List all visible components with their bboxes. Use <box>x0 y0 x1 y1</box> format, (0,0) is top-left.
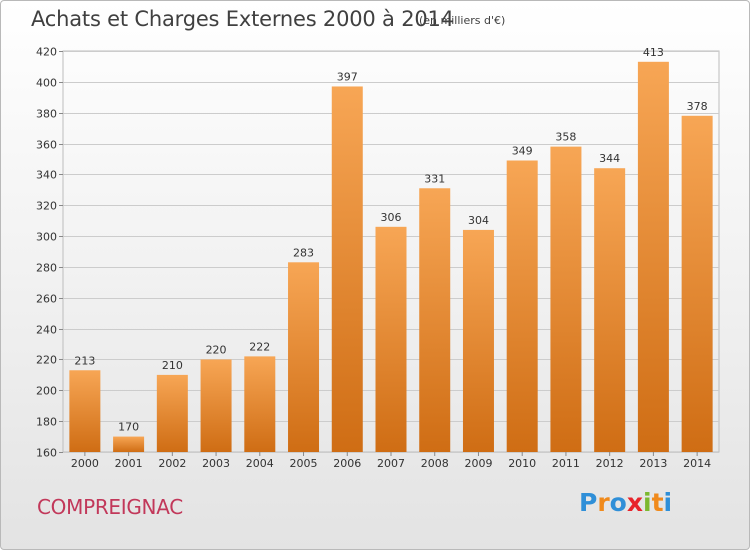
logo-letter: x <box>626 488 643 517</box>
data-label: 222 <box>249 340 270 353</box>
x-tick-label: 2002 <box>158 457 186 470</box>
y-tick-label: 400 <box>36 77 57 90</box>
bar <box>506 160 538 452</box>
bar <box>244 356 276 452</box>
x-tick-label: 2014 <box>683 457 711 470</box>
y-tick-label: 360 <box>36 139 57 152</box>
data-label: 378 <box>687 100 708 113</box>
data-label: 306 <box>381 211 402 224</box>
logo-letter: o <box>609 488 627 517</box>
bar <box>637 61 669 453</box>
logo-letter: i <box>643 488 652 517</box>
logo-letter: P <box>579 488 598 517</box>
x-tick-label: 2006 <box>333 457 361 470</box>
logo-letter: r <box>597 488 610 517</box>
data-label: 210 <box>162 359 183 372</box>
data-label: 283 <box>293 246 314 259</box>
bar <box>419 188 451 452</box>
y-tick-label: 160 <box>36 447 57 460</box>
chart-unit: (en milliers d'€) <box>419 14 506 27</box>
x-tick-label: 2011 <box>552 457 580 470</box>
bar <box>200 359 232 452</box>
bar <box>331 86 363 452</box>
proxiti-logo: Proxiti <box>579 488 672 517</box>
y-tick-label: 320 <box>36 200 57 213</box>
x-tick-label: 2001 <box>115 457 143 470</box>
bar <box>550 146 582 452</box>
y-tick-label: 300 <box>36 231 57 244</box>
bar <box>288 262 320 452</box>
bar <box>113 436 145 452</box>
y-tick-label: 200 <box>36 385 57 398</box>
x-tick-label: 2009 <box>464 457 492 470</box>
y-tick-label: 240 <box>36 324 57 337</box>
bar <box>375 226 407 452</box>
x-tick-label: 2003 <box>202 457 230 470</box>
bar <box>681 115 713 453</box>
logo-letter: i <box>663 488 673 517</box>
chart-title: Achats et Charges Externes 2000 à 2014 <box>31 7 454 31</box>
bar <box>69 370 101 452</box>
bar <box>462 229 494 452</box>
data-label: 213 <box>74 354 95 367</box>
x-tick-label: 2007 <box>377 457 405 470</box>
x-tick-label: 2010 <box>508 457 536 470</box>
data-label: 331 <box>424 172 445 185</box>
data-label: 397 <box>337 70 358 83</box>
x-tick-label: 2005 <box>290 457 318 470</box>
y-tick-label: 420 <box>36 46 57 59</box>
data-label: 358 <box>555 131 576 144</box>
y-tick-label: 180 <box>36 416 57 429</box>
data-label: 344 <box>599 152 620 165</box>
commune-name: COMPREIGNAC <box>37 495 183 519</box>
y-tick-label: 220 <box>36 354 57 367</box>
y-tick-label: 340 <box>36 169 57 182</box>
data-labels: 213 170 210 220 222 283 397 306 331 304 349 358 344 4… <box>74 46 707 434</box>
x-tick-label: 2008 <box>421 457 449 470</box>
x-tick-label: 2000 <box>71 457 99 470</box>
y-axis: 160 180 200 220 240 260 280 300 320 340 360 380 400 4… <box>36 46 63 460</box>
data-label: 220 <box>206 343 227 356</box>
y-tick-label: 380 <box>36 108 57 121</box>
logo-letter: t <box>651 488 664 517</box>
x-tick-label: 2004 <box>246 457 274 470</box>
x-tick-label: 2013 <box>639 457 667 470</box>
x-axis: 2000 2001 2002 2003 2004 2005 2006 2007 2008 2009… <box>71 452 711 470</box>
data-label: 170 <box>118 421 139 434</box>
bars <box>69 61 713 453</box>
bar <box>594 168 626 452</box>
bar <box>156 374 188 452</box>
data-label: 304 <box>468 214 489 227</box>
data-label: 413 <box>643 46 664 59</box>
x-tick-label: 2012 <box>596 457 624 470</box>
y-tick-label: 260 <box>36 293 57 306</box>
data-label: 349 <box>512 145 533 158</box>
y-tick-label: 280 <box>36 262 57 275</box>
